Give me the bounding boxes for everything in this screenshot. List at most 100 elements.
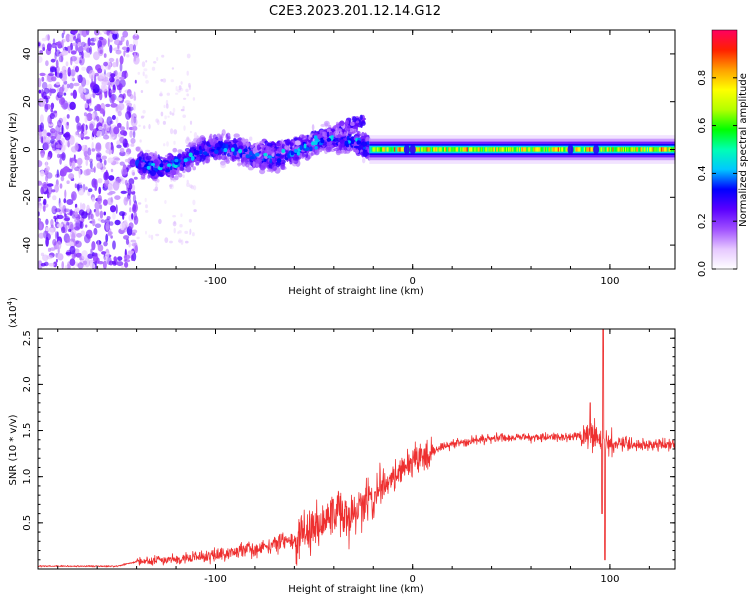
noise-speckle [129,130,133,138]
noise-speckle [126,148,132,155]
noise-speckle [78,187,85,196]
carrier-core [401,147,404,152]
band-speckle [135,146,141,152]
noise-speckle [38,89,42,94]
noise-speckle [133,51,137,62]
noise-speckle [47,123,54,127]
carrier-core [560,147,562,152]
carrier-core [471,147,473,152]
noise-speckle [102,85,108,92]
carrier-core [394,147,396,152]
noise-speckle [95,144,102,152]
noise-speckle [114,195,121,201]
noise-speckle [173,140,176,145]
noise-speckle [56,81,60,86]
band-bright-blob [314,145,318,150]
band-speckle [246,142,250,147]
band-speckle [203,139,207,145]
carrier-core [445,147,447,152]
band-bright-blob [303,143,307,149]
band-speckle [266,169,272,172]
noise-speckle [172,221,177,227]
band-bright-blob [165,169,170,173]
noise-speckle [89,158,93,163]
carrier-core [615,147,617,152]
carrier-core [628,147,630,152]
carrier-core [481,147,484,152]
noise-speckle [85,91,91,100]
carrier-core [552,147,554,152]
snr-y-multiplier: (x104) [6,297,19,328]
noise-speckle [55,258,58,263]
carrier-core [642,147,645,152]
carrier-core [376,147,379,152]
carrier-core [453,147,456,152]
noise-speckle [38,221,44,231]
noise-speckle [43,141,50,150]
noise-speckle [150,234,154,240]
carrier-core [626,147,628,152]
band-bright-blob [216,146,221,150]
carrier-core [591,147,594,152]
noise-speckle [175,86,178,92]
noise-speckle [119,176,123,180]
noise-speckle [178,239,182,243]
carrier-core [451,147,454,152]
carrier-core [422,147,424,152]
noise-speckle [78,168,81,179]
band-speckle [145,170,149,174]
carrier-core [487,147,489,152]
carrier-core [586,147,588,152]
noise-speckle [78,85,85,95]
carrier-core [566,147,569,152]
band-bright-blob [146,165,151,170]
carrier-core [390,147,393,152]
band-speckle [280,164,286,170]
noise-speckle [48,262,55,267]
noise-speckle [133,211,137,221]
carrier-glitch [567,144,574,155]
branch-speckle [317,133,323,139]
carrier-core [548,147,550,152]
noise-speckle [104,93,107,99]
carrier-core [463,147,466,152]
carrier-core [624,147,626,152]
noise-speckle [38,42,41,47]
noise-speckle [50,76,57,82]
noise-speckle [89,123,94,131]
noise-speckle [182,105,185,110]
carrier-core [633,147,636,152]
noise-speckle [145,209,149,213]
band-speckle [346,135,350,141]
noise-speckle [185,240,189,244]
noise-speckle [106,216,111,220]
carrier-core [607,147,610,152]
noise-speckle [114,157,121,161]
carrier-core [557,147,560,152]
noise-speckle [95,103,102,112]
carrier-core [545,147,548,152]
carrier-core [486,147,488,152]
band-speckle [284,157,289,161]
carrier-core [611,147,613,152]
band-speckle [201,142,205,150]
carrier-core [578,147,581,152]
branch-speckle [322,131,327,138]
noise-speckle [86,112,93,122]
carrier-core [466,147,469,152]
noise-speckle [130,137,136,144]
noise-speckle [58,55,64,63]
snr-multiplier-close: ) [8,297,19,301]
noise-speckle [188,218,192,223]
noise-speckle [49,247,56,251]
noise-speckle [109,89,116,94]
noise-speckle [43,198,47,206]
noise-speckle [121,265,124,269]
band-speckle [237,159,241,162]
noise-speckle [50,108,53,113]
carrier-core [393,147,395,152]
band-bright-blob [199,149,203,155]
noise-speckle [100,219,106,223]
noise-speckle [38,204,42,212]
